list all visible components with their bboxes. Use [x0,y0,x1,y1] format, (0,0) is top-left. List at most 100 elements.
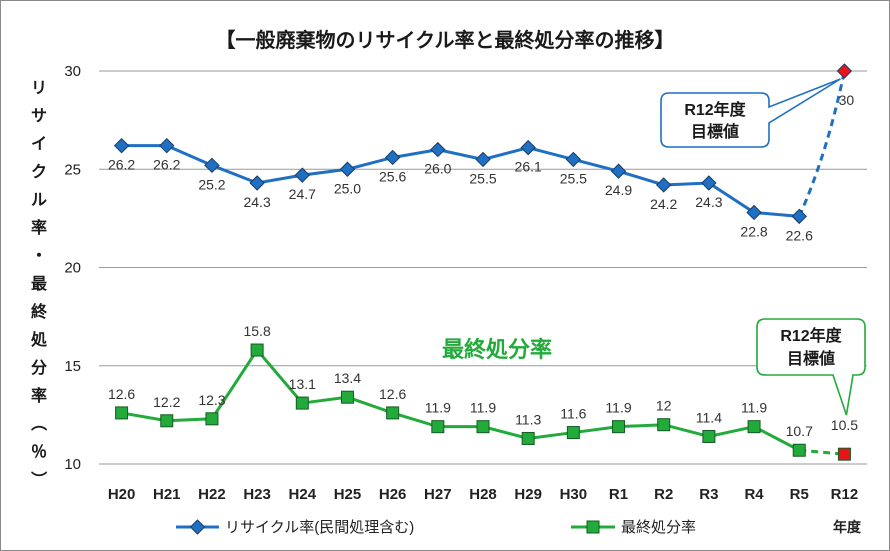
data-label: 25.0 [334,180,361,196]
x-tick-label: R3 [699,486,718,503]
data-label: 15.8 [243,323,270,339]
data-label: 26.2 [108,157,135,173]
legend-marker-recycling [189,519,206,535]
data-point [791,208,807,225]
data-point [386,406,400,420]
target-projection-line [797,70,846,218]
data-label: 22.6 [786,227,813,243]
chart-title: 【一般廃棄物のリサイクル率と最終処分率の推移】 [216,28,675,52]
target-point [837,447,851,461]
data-label: 30 [839,92,855,108]
data-label: 24.9 [605,182,632,198]
callout-recycling-target [660,78,841,148]
y-axis-label-char: 分 [31,359,47,377]
callout-disposal-line2: 目標値 [787,349,835,368]
data-label: 11.4 [696,409,722,425]
data-label: 25.5 [560,170,587,186]
data-label: 12.2 [153,394,180,410]
data-label: 10.5 [831,417,858,433]
x-tick-label: H23 [243,486,271,503]
callout-recycling-line2: 目標値 [691,122,739,141]
data-point [610,163,627,179]
x-tick-label: R5 [790,486,809,503]
y-axis-label-char: （ [29,415,47,431]
data-label: 11.9 [470,400,496,416]
data-point [431,420,445,434]
data-point [701,175,717,191]
legend-label-recycling: リサイクル率(民間処理含む) [225,519,414,536]
series-final-disposal-rate: 12.6 12.2 12.3 15.8 13.1 13.4 12.6 11.9 11.9 11.3… [108,323,858,461]
data-label: 13.1 [289,376,316,392]
data-label: 11.9 [605,400,631,416]
data-point [384,149,401,166]
y-axis-label-char: 率 [31,218,47,237]
data-label: 25.5 [469,170,496,186]
data-label: 26.2 [153,157,180,173]
x-tick-label: H22 [198,486,226,503]
callout-disposal-line1: R12年度 [780,326,842,345]
target-point [836,63,853,79]
data-label: 24.7 [289,186,316,202]
y-tick-label: 25 [64,161,81,178]
data-point [295,396,309,410]
data-point [565,151,582,168]
y-axis-label-char: ％ [31,444,47,461]
y-ticks: 10 15 20 25 30 [64,63,81,473]
data-label: 11.6 [560,406,586,422]
legend-label-disposal: 最終処分率 [621,519,696,536]
gridlines [99,70,867,465]
data-label: 24.2 [650,196,677,212]
data-point [792,443,806,457]
x-tick-label: R12 [831,486,859,503]
y-axis-label-char: ル [31,192,47,209]
target-projection-line [799,448,845,456]
data-point [113,137,130,154]
y-axis-label-char: ・ [31,248,47,265]
data-point [746,204,762,221]
data-label: 12.6 [108,386,135,402]
data-point [520,139,536,156]
y-axis-label-char: ） [29,471,47,487]
x-tick-label: H28 [469,486,497,503]
callout-disposal-target [756,318,866,416]
x-tick-label: R4 [744,486,764,503]
data-point [521,431,535,445]
legend: リサイクル率(民間処理含む) 最終処分率 年度 [176,519,862,536]
data-point [115,406,129,420]
data-label: 26.0 [424,161,451,177]
y-axis-label-char: 終 [31,302,48,321]
data-label: 13.4 [334,370,361,386]
data-label: 12.6 [379,386,406,402]
legend-marker-disposal [586,520,600,534]
data-point [204,157,220,174]
x-ticks: H20 H21 H22 H23 H24 H25 H26 H27 H28 H29 H30 R1 R2 R3 R… [108,486,858,503]
data-point [249,175,265,191]
y-tick-label: 15 [64,358,81,375]
x-tick-label: H29 [514,486,542,503]
data-point [655,177,672,193]
callout-recycling-line1: R12年度 [684,100,746,119]
data-point [612,420,626,434]
y-axis-label-char: リ [31,80,47,97]
y-tick-label: 10 [64,456,81,473]
series-group: 26.2 26.2 25.2 24.3 24.7 25.0 25.6 26.0 25.5 26.1… [108,63,858,461]
y-axis-label-char: イ [31,136,47,153]
data-point [250,343,264,357]
data-label: 22.8 [740,223,767,239]
data-label: 11.9 [741,400,767,416]
data-point [476,420,490,434]
series-line [121,144,800,218]
x-tick-label: H30 [560,486,588,503]
y-axis-label-char: サ [31,107,47,125]
y-axis-label-char: 最 [31,275,48,293]
data-point [475,151,491,168]
data-label: 12 [656,398,672,414]
data-label: 25.2 [198,176,225,192]
data-label: 24.3 [243,194,270,210]
data-point [566,426,580,440]
x-tick-label: R2 [654,486,673,503]
data-point [159,137,175,154]
data-point [294,167,311,183]
